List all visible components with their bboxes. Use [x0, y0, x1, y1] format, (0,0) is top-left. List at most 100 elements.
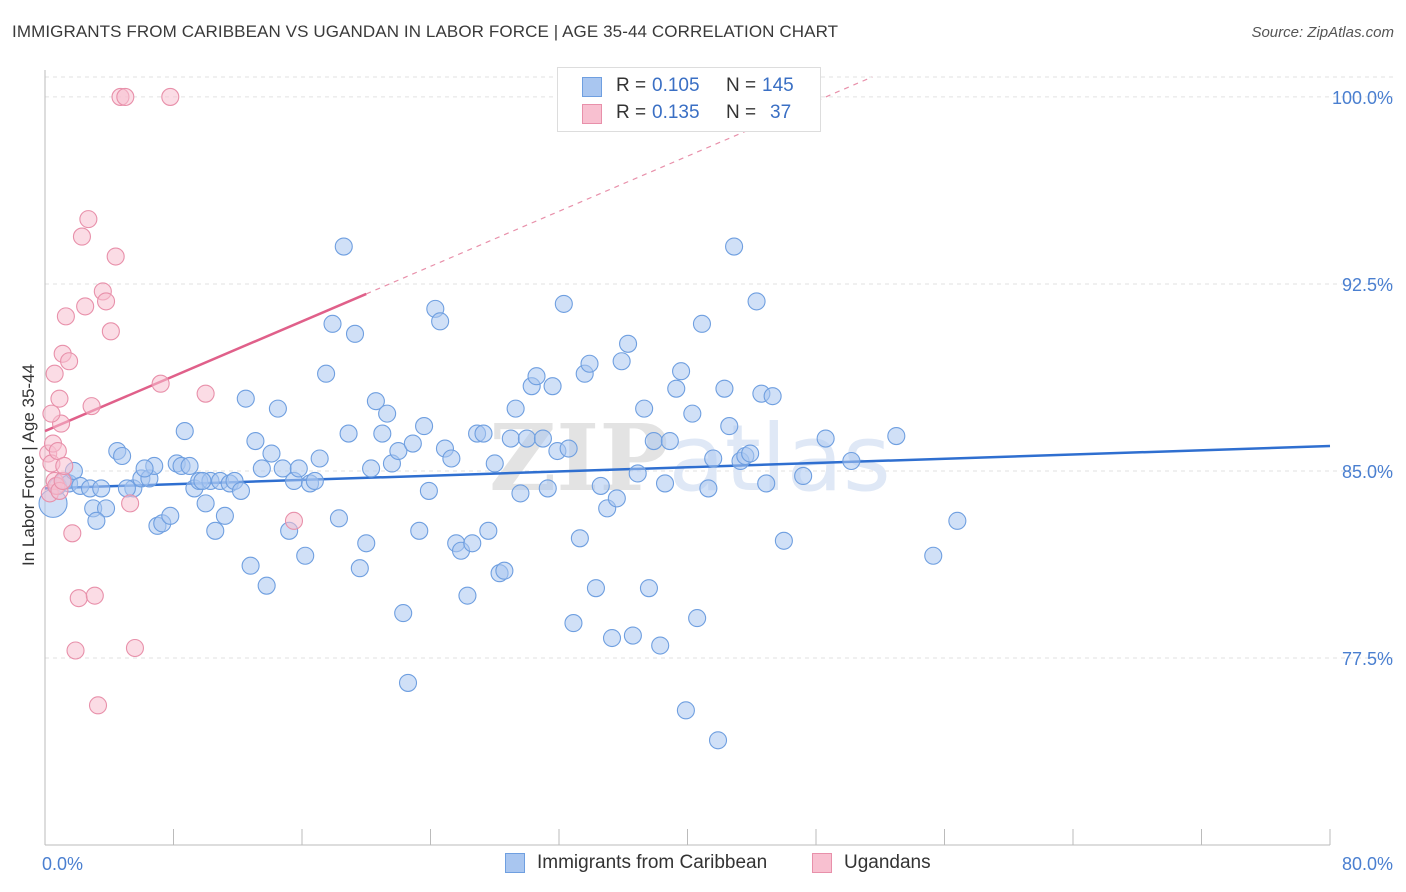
- point-caribbean: [350, 559, 369, 578]
- point-caribbean: [345, 324, 365, 343]
- point-caribbean: [394, 604, 413, 623]
- point-caribbean: [527, 367, 546, 386]
- point-caribbean: [612, 352, 631, 371]
- point-caribbean: [602, 628, 622, 648]
- point-caribbean: [268, 399, 287, 418]
- point-caribbean: [720, 417, 739, 436]
- legend-label: Ugandans: [844, 852, 931, 873]
- point-caribbean: [651, 636, 670, 655]
- r-label: R =: [616, 102, 647, 123]
- r-value: 0.135: [652, 102, 700, 123]
- point-caribbean: [639, 579, 659, 598]
- point-ugandans: [42, 404, 61, 423]
- point-caribbean: [586, 579, 605, 598]
- point-caribbean: [948, 511, 967, 530]
- trend-line-ugandans-extension: [366, 76, 873, 295]
- point-caribbean: [92, 479, 111, 498]
- point-ugandans: [121, 494, 140, 513]
- point-caribbean: [329, 509, 348, 528]
- n-value: 37: [770, 102, 792, 123]
- n-value: 145: [762, 75, 794, 96]
- point-caribbean: [334, 237, 353, 256]
- point-caribbean: [794, 466, 813, 486]
- point-caribbean: [501, 429, 520, 448]
- n-label: N =: [726, 102, 757, 123]
- point-caribbean: [479, 521, 498, 540]
- point-caribbean: [215, 506, 234, 525]
- point-ugandans: [106, 247, 125, 266]
- point-caribbean: [193, 471, 212, 490]
- point-caribbean: [175, 422, 194, 441]
- point-caribbean: [161, 506, 180, 525]
- point-caribbean: [506, 399, 525, 418]
- source-label: Source: ZipAtlas.com: [1251, 24, 1394, 41]
- point-caribbean: [246, 431, 265, 451]
- point-ugandans: [101, 322, 120, 341]
- y-tick-label: 77.5%: [1342, 649, 1393, 669]
- point-caribbean: [339, 424, 358, 443]
- point-ugandans: [79, 210, 98, 229]
- point-ugandans: [161, 87, 180, 106]
- point-caribbean: [741, 444, 760, 463]
- point-caribbean: [442, 449, 461, 468]
- point-caribbean: [533, 429, 552, 448]
- point-ugandans: [125, 638, 144, 658]
- y-tick-label: 92.5%: [1342, 275, 1393, 295]
- point-caribbean: [708, 731, 728, 750]
- point-caribbean: [591, 476, 610, 495]
- r-label: R =: [616, 75, 647, 96]
- point-caribbean: [378, 404, 397, 423]
- point-caribbean: [623, 626, 642, 645]
- point-ugandans: [116, 87, 135, 106]
- point-caribbean: [660, 431, 679, 451]
- point-caribbean: [887, 427, 906, 446]
- point-ugandans: [66, 641, 85, 660]
- point-ugandans: [85, 586, 104, 605]
- point-caribbean: [252, 459, 271, 478]
- trend-line-caribbean: [44, 444, 1331, 490]
- point-ugandans: [45, 364, 64, 383]
- point-caribbean: [458, 586, 477, 605]
- point-caribbean: [517, 429, 536, 448]
- y-tick-label: 85.0%: [1342, 462, 1393, 482]
- point-caribbean: [231, 481, 251, 500]
- point-ugandans: [196, 384, 215, 403]
- point-caribbean: [357, 534, 376, 553]
- point-caribbean: [96, 499, 116, 518]
- point-caribbean: [310, 449, 329, 468]
- point-ugandans: [60, 352, 79, 371]
- point-ugandans: [88, 696, 108, 715]
- point-caribbean: [289, 459, 308, 478]
- point-caribbean: [619, 334, 638, 353]
- point-caribbean: [704, 449, 723, 468]
- point-ugandans: [284, 511, 304, 530]
- point-caribbean: [688, 609, 707, 628]
- point-caribbean: [419, 481, 438, 500]
- point-caribbean: [241, 556, 260, 575]
- point-caribbean: [628, 464, 647, 483]
- point-caribbean: [474, 424, 493, 443]
- point-caribbean: [699, 479, 718, 498]
- point-caribbean: [644, 431, 663, 451]
- y-tick-label: 100.0%: [1332, 88, 1393, 108]
- point-caribbean: [538, 479, 557, 498]
- point-caribbean: [431, 312, 450, 331]
- point-ugandans: [96, 292, 116, 311]
- point-caribbean: [924, 546, 943, 565]
- point-caribbean: [495, 561, 514, 580]
- point-caribbean: [236, 389, 255, 408]
- point-caribbean: [570, 529, 589, 548]
- legend-swatch-ugandans: [812, 853, 832, 873]
- legend-swatch-caribbean: [505, 853, 525, 873]
- point-caribbean: [763, 387, 782, 406]
- point-caribbean: [463, 534, 482, 553]
- point-caribbean: [580, 354, 599, 373]
- point-caribbean: [135, 459, 154, 478]
- point-caribbean: [672, 362, 691, 381]
- x-tick-label: 0.0%: [42, 854, 83, 874]
- point-caribbean: [554, 294, 573, 313]
- chart-title: IMMIGRANTS FROM CARIBBEAN VS UGANDAN IN …: [12, 22, 839, 41]
- point-caribbean: [196, 494, 215, 513]
- point-caribbean: [415, 417, 434, 436]
